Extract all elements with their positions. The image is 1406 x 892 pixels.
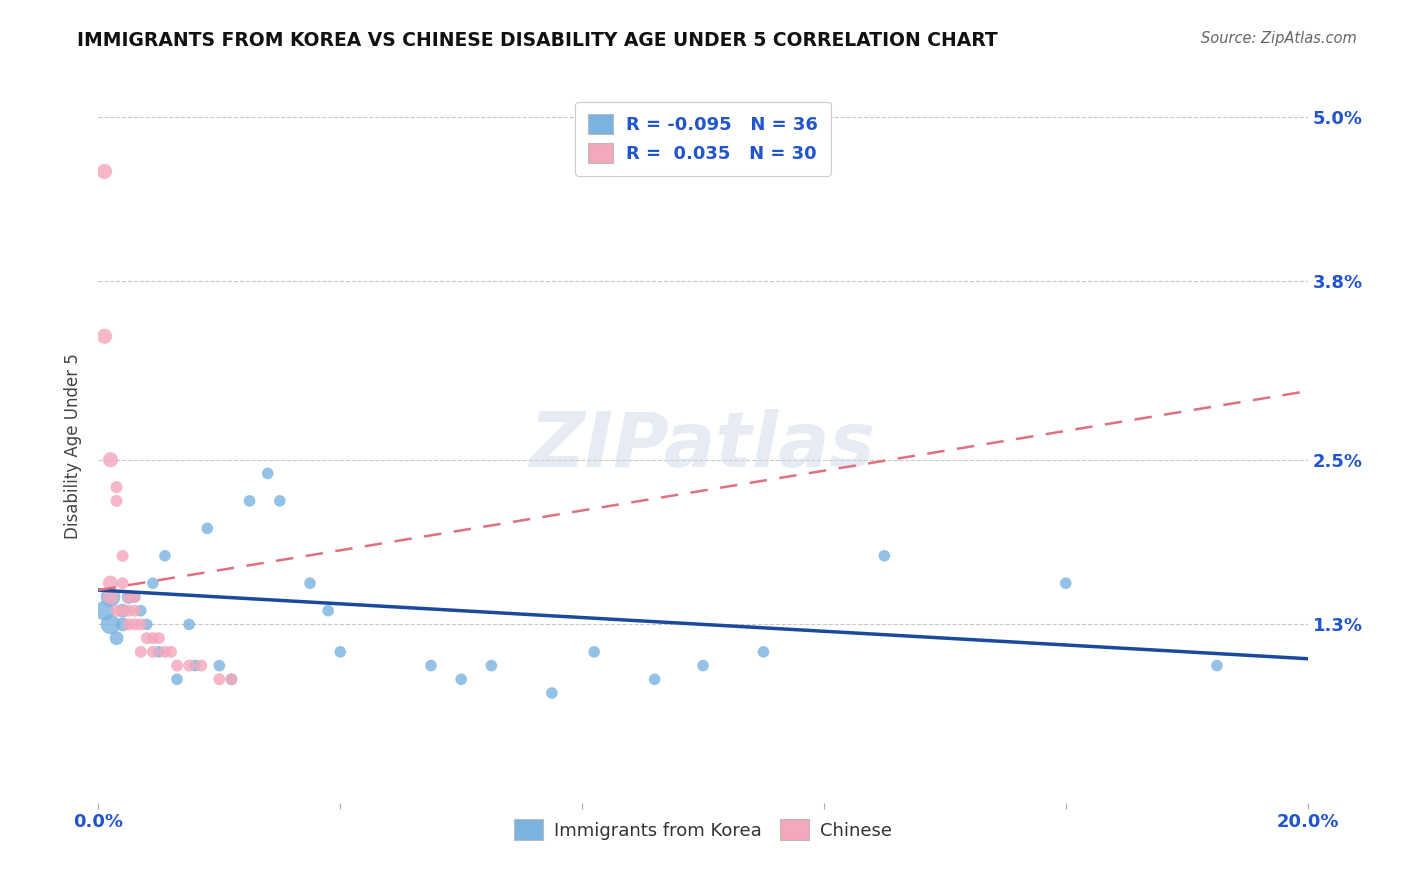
Text: IMMIGRANTS FROM KOREA VS CHINESE DISABILITY AGE UNDER 5 CORRELATION CHART: IMMIGRANTS FROM KOREA VS CHINESE DISABIL… — [77, 31, 998, 50]
Point — [179, 617, 201, 632]
Point — [644, 673, 666, 687]
Point — [481, 658, 503, 673]
Point — [179, 658, 201, 673]
Point — [153, 549, 176, 563]
Point — [873, 549, 896, 563]
Point — [111, 549, 134, 563]
Point — [93, 164, 115, 178]
Point — [93, 329, 115, 343]
Point — [299, 576, 322, 591]
Text: ZIPatlas: ZIPatlas — [530, 409, 876, 483]
Point — [124, 604, 146, 618]
Point — [752, 645, 775, 659]
Point — [540, 686, 562, 700]
Point — [124, 590, 146, 604]
Point — [100, 576, 122, 591]
Point — [692, 658, 714, 673]
Point — [153, 645, 176, 659]
Point — [142, 576, 165, 591]
Point — [1054, 576, 1077, 591]
Point — [135, 631, 157, 645]
Point — [221, 673, 243, 687]
Point — [450, 673, 472, 687]
Point — [100, 452, 122, 467]
Point — [316, 604, 339, 618]
Point — [105, 604, 128, 618]
Point — [239, 494, 262, 508]
Point — [105, 480, 128, 494]
Point — [105, 631, 128, 645]
Point — [105, 494, 128, 508]
Point — [118, 604, 141, 618]
Legend: Immigrants from Korea, Chinese: Immigrants from Korea, Chinese — [508, 812, 898, 847]
Point — [195, 521, 218, 535]
Point — [129, 645, 152, 659]
Point — [135, 617, 157, 632]
Point — [111, 576, 134, 591]
Point — [118, 590, 141, 604]
Point — [129, 604, 152, 618]
Point — [100, 590, 122, 604]
Point — [111, 604, 134, 618]
Y-axis label: Disability Age Under 5: Disability Age Under 5 — [65, 353, 83, 539]
Point — [124, 617, 146, 632]
Point — [166, 673, 188, 687]
Point — [256, 467, 278, 481]
Point — [166, 658, 188, 673]
Point — [1206, 658, 1229, 673]
Point — [111, 604, 134, 618]
Point — [111, 617, 134, 632]
Point — [124, 590, 146, 604]
Point — [142, 631, 165, 645]
Point — [208, 673, 231, 687]
Point — [269, 494, 291, 508]
Point — [583, 645, 606, 659]
Point — [184, 658, 207, 673]
Point — [118, 617, 141, 632]
Point — [100, 617, 122, 632]
Point — [100, 590, 122, 604]
Point — [118, 590, 141, 604]
Point — [129, 617, 152, 632]
Point — [208, 658, 231, 673]
Point — [148, 631, 170, 645]
Point — [190, 658, 212, 673]
Point — [329, 645, 352, 659]
Text: Source: ZipAtlas.com: Source: ZipAtlas.com — [1201, 31, 1357, 46]
Point — [148, 645, 170, 659]
Point — [160, 645, 183, 659]
Point — [93, 604, 115, 618]
Point — [420, 658, 443, 673]
Point — [221, 673, 243, 687]
Point — [142, 645, 165, 659]
